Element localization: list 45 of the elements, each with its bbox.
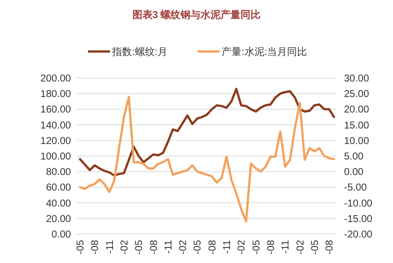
y-tick-label: 20.00 <box>46 214 72 225</box>
x-tick-label: -08 <box>90 240 102 254</box>
x-tick-label: -02 <box>178 240 190 254</box>
y-tick-label: 0.00 <box>52 230 72 240</box>
y-tick-label: 200.00 <box>40 74 72 84</box>
y-tick-label: 100.00 <box>40 152 72 162</box>
y2-tick-label: -15.00 <box>344 214 373 225</box>
y2-tick-label: 25.00 <box>344 89 370 100</box>
x-tick-label: -05 <box>251 240 262 254</box>
y2-tick-label: 20.00 <box>344 104 370 116</box>
chart-title: 图表3 螺纹钢与水泥产量同比 <box>132 9 261 21</box>
x-tick-label: -11 <box>222 240 234 254</box>
y2-tick-label: 30.00 <box>344 74 370 84</box>
y-tick-label: 180.00 <box>40 89 72 100</box>
x-tick-label: -05 <box>192 240 204 254</box>
legend-label: 产量:水泥:当月同比 <box>222 46 308 58</box>
y-tick-label: 160.00 <box>40 104 72 116</box>
x-tick-label: -11 <box>163 240 174 254</box>
y-tick-label: 140.00 <box>40 120 72 132</box>
x-tick-label: -08 <box>148 240 160 254</box>
x-tick-label: -02 <box>236 240 248 254</box>
y2-tick-label: 0.00 <box>344 167 364 178</box>
legend-label: 指数:螺纹:月 <box>111 46 168 58</box>
line-series <box>78 96 336 223</box>
x-tick-label: -02 <box>119 240 130 254</box>
x-tick-label: -08 <box>207 240 218 254</box>
x-tick-label: -05 <box>134 240 146 254</box>
line-series <box>78 88 336 177</box>
y-tick-label: 120.00 <box>40 136 72 147</box>
x-tick-label: -05 <box>76 240 86 254</box>
y2-tick-label: 10.00 <box>344 136 370 147</box>
x-tick-label: -05 <box>310 240 321 254</box>
x-tick-label: -11 <box>280 240 292 254</box>
y2-tick-label: -10.00 <box>344 198 373 210</box>
y-tick-label: 80.00 <box>46 167 72 178</box>
y-tick-label: 40.00 <box>46 198 72 210</box>
x-tick-label: -08 <box>266 240 277 254</box>
y-tick-label: 60.00 <box>46 182 72 194</box>
x-tick-label: -11 <box>104 240 116 254</box>
y2-tick-label: 5.00 <box>344 152 364 162</box>
y2-tick-label: -5.00 <box>344 182 368 194</box>
x-tick-label: -02 <box>295 240 306 254</box>
y2-tick-label: -20.00 <box>344 230 373 240</box>
x-tick-label: -08 <box>324 240 336 254</box>
y2-tick-label: 15.00 <box>344 120 370 132</box>
